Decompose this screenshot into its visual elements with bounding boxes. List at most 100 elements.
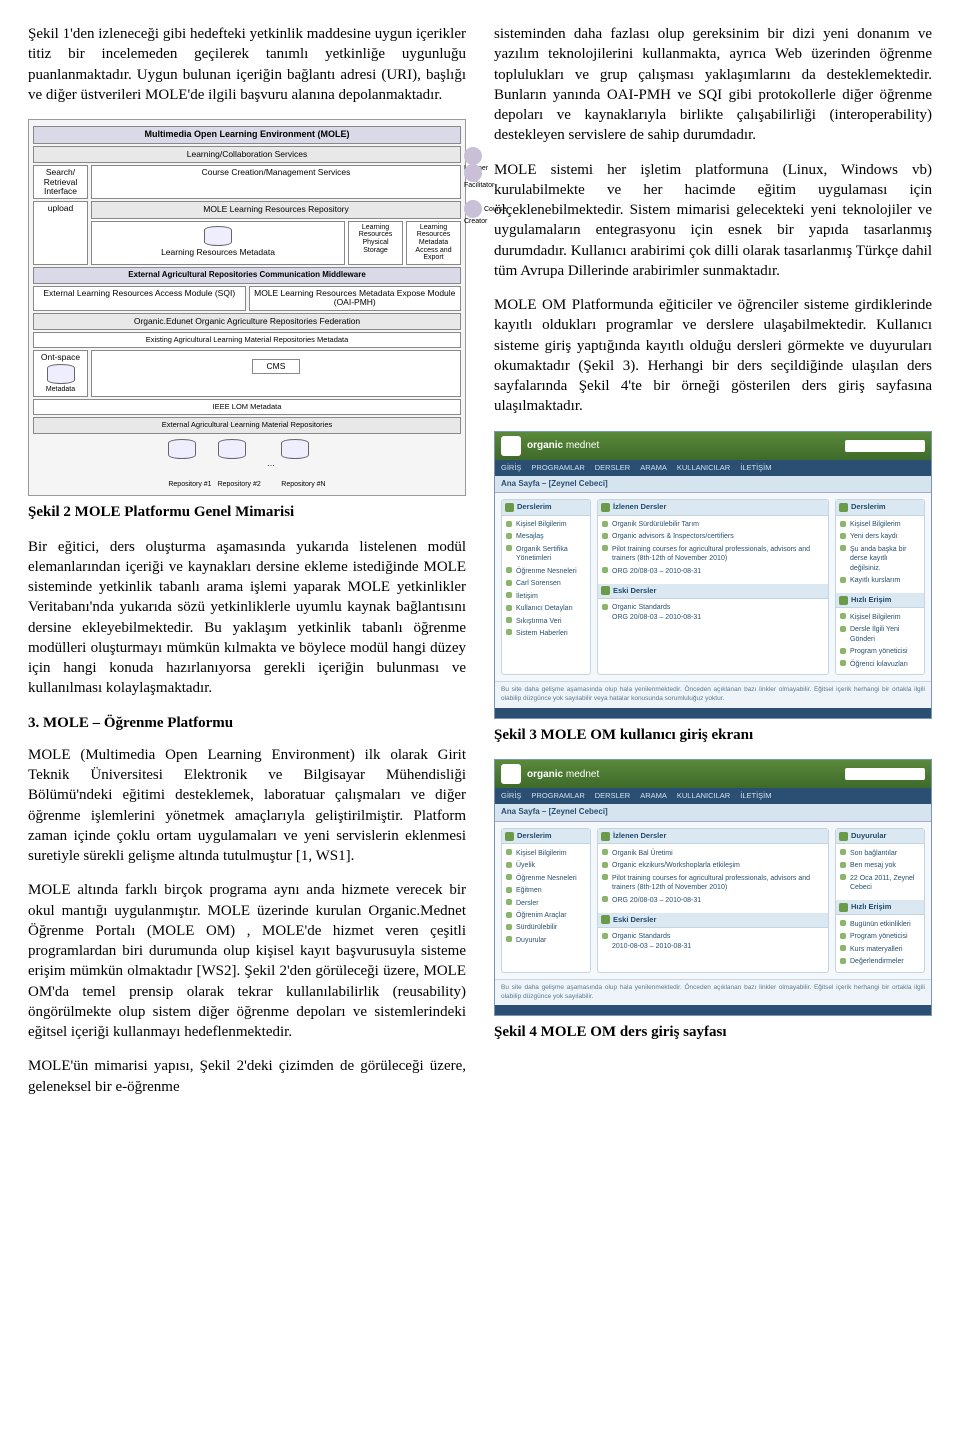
center-panel: İzlenen Dersler Organik Bal ÜretimiOrgan… xyxy=(597,828,829,973)
nav-item[interactable]: DERSLER xyxy=(595,791,630,801)
list-item[interactable]: Pilot training courses for agricultural … xyxy=(602,872,824,894)
list-item[interactable]: Son bağlantılar xyxy=(840,847,920,859)
right-sidebar-panel: Derslerim Kişisel BilgilerimYeni ders ka… xyxy=(835,499,925,675)
list-item[interactable]: 22 Oca 2011, Zeynel Cebeci xyxy=(840,872,920,894)
shot-page-title: Ana Sayfa – [Zeynel Cebeci] xyxy=(495,804,931,822)
left-sidebar-panel: Derslerim Kişisel BilgilerimMesajlaşOrga… xyxy=(501,499,591,675)
list-item[interactable]: Kayıtlı kurslarım xyxy=(840,575,920,587)
list-item[interactable]: Sıkıştırma Veri xyxy=(506,615,586,627)
list-item[interactable]: Eğitmen xyxy=(506,885,586,897)
arch-label: MOLE Learning Resources Repository xyxy=(203,204,349,214)
right-sidebar-panel: Duyurular Son bağlantılarBen mesaj yok22… xyxy=(835,828,925,973)
role-label: Facilitator xyxy=(464,182,494,189)
list-item[interactable]: Organik Bal Üretimi xyxy=(602,847,824,859)
nav-item[interactable]: KULLANICILAR xyxy=(677,463,730,473)
nav-item[interactable]: İLETİŞİM xyxy=(740,791,771,801)
list-item[interactable]: Pilot training courses for agricultural … xyxy=(602,543,824,565)
nav-item[interactable]: ARAMA xyxy=(640,463,667,473)
arch-mlrr: MOLE Learning Resources Repository Cours… xyxy=(91,201,461,218)
list-item[interactable]: Organic Standards 2010-08-03 – 2010-08-3… xyxy=(602,931,824,953)
panel-title: Derslerim xyxy=(517,831,552,841)
list-item[interactable]: Öğrenci kılavuzları xyxy=(840,658,920,670)
list-item[interactable]: ORG 20/08-03 – 2010-08-31 xyxy=(602,894,824,906)
list-item[interactable]: Değerlendirmeler xyxy=(840,956,920,968)
brand-text: organic xyxy=(527,769,563,780)
list-item[interactable]: Üyelik xyxy=(506,860,586,872)
list-item[interactable]: Şu anda başka bir derse kayıtlı değilsin… xyxy=(840,543,920,574)
list-item[interactable]: Kurs materyalleri xyxy=(840,943,920,955)
list-item[interactable]: Öğrenme Nesneleri xyxy=(506,872,586,884)
list-item[interactable]: Organic advisors & Inspectors/certifiers xyxy=(602,531,824,543)
arch-sri: Search/ Retrieval Interface xyxy=(33,165,88,199)
panel-title: Eski Dersler xyxy=(613,586,656,596)
list-item[interactable]: Sürdürülebilir xyxy=(506,922,586,934)
list-item[interactable]: Kişisel Bilgilerim xyxy=(840,611,920,623)
list-item[interactable]: Öğrenim Araçlar xyxy=(506,910,586,922)
nav-item[interactable]: İLETİŞİM xyxy=(740,463,771,473)
nav-item[interactable]: DERSLER xyxy=(595,463,630,473)
arch-repos: Repository #1 Repository #2 … Repository… xyxy=(33,436,461,492)
list-item[interactable]: Sistem Haberleri xyxy=(506,627,586,639)
list-item[interactable]: Organik Sürdürülebilir Tarım xyxy=(602,519,824,531)
nav-item[interactable]: KULLANICILAR xyxy=(677,791,730,801)
learner-icon xyxy=(464,147,482,165)
arch-ealmrm: Existing Agricultural Learning Material … xyxy=(33,332,461,348)
nav-item[interactable]: PROGRAMLAR xyxy=(531,791,584,801)
list-item[interactable]: Öğrenme Nesneleri xyxy=(506,565,586,577)
figure-4-caption: Şekil 4 MOLE OM ders giriş sayfası xyxy=(494,1022,932,1042)
nav-item[interactable]: GİRİŞ xyxy=(501,463,521,473)
shot-page-title: Ana Sayfa – [Zeynel Cebeci] xyxy=(495,476,931,494)
figure-4-screenshot: organic mednet GİRİŞPROGRAMLARDERSLERARA… xyxy=(494,759,932,1016)
nav-item[interactable]: GİRİŞ xyxy=(501,791,521,801)
shot-footer-text: Bu site daha gelişme aşamasında olup hal… xyxy=(495,681,931,708)
list-item[interactable]: Organic ekzikurs/Workshoplarla etkileşim xyxy=(602,860,824,872)
list-item[interactable]: Organic Standards ORG 20/08-03 – 2010-08… xyxy=(602,602,824,624)
list-item[interactable]: Kişisel Bilgilerim xyxy=(506,519,586,531)
list-item[interactable]: ORG 20/08-03 – 2010-08-31 xyxy=(602,565,824,577)
arch-upload: upload xyxy=(33,201,88,265)
list-item[interactable]: İletişim xyxy=(506,590,586,602)
shot-nav: GİRİŞ PROGRAMLAR DERSLER ARAMA KULLANICILAR İ… xyxy=(495,788,931,804)
list-item[interactable]: Duyurular xyxy=(506,934,586,946)
arch-ont: Ont-space Metadata xyxy=(33,350,88,397)
list-item[interactable]: Ben mesaj yok xyxy=(840,860,920,872)
panel-icon xyxy=(839,832,848,841)
list-item[interactable]: Organik Sertifika Yönetimleri xyxy=(506,543,586,565)
search-input[interactable] xyxy=(845,768,925,780)
list-item[interactable]: Dersle İlgili Yeni Gönderi xyxy=(840,624,920,646)
nav-item[interactable]: ARAMA xyxy=(640,791,667,801)
arch-label: Learning Resources Metadata xyxy=(94,248,342,257)
nav-item[interactable]: PROGRAMLAR xyxy=(531,463,584,473)
search-input[interactable] xyxy=(845,440,925,452)
paragraph: MOLE sistemi her işletim platformuna (Li… xyxy=(494,160,932,282)
arch-label: Metadata xyxy=(36,386,85,394)
panel-title: İzlenen Dersler xyxy=(613,831,666,841)
panel-icon xyxy=(839,903,848,912)
list-item[interactable]: Yeni ders kaydı xyxy=(840,531,920,543)
list-item[interactable]: Dersler xyxy=(506,897,586,909)
figure-2-diagram: Multimedia Open Learning Environment (MO… xyxy=(28,119,466,496)
list-item[interactable]: Bugünün etkinlikleri xyxy=(840,918,920,930)
repo-label: Repository #N xyxy=(281,481,325,489)
list-item[interactable]: Kişisel Bilgilerim xyxy=(506,847,586,859)
list-item[interactable]: Program yöneticisi xyxy=(840,931,920,943)
facilitator-icon xyxy=(464,164,482,182)
panel-title: Hızlı Erişim xyxy=(851,595,891,605)
figure-2-caption: Şekil 2 MOLE Platformu Genel Mimarisi xyxy=(28,502,466,522)
shot-footer-bar xyxy=(495,708,931,718)
list-item[interactable]: Kullanıcı Detayları xyxy=(506,603,586,615)
center-panel: İzlenen Dersler Organik Sürdürülebilir T… xyxy=(597,499,829,675)
arch-eacm: External Agricultural Repositories Commu… xyxy=(33,267,461,284)
arch-ieee: IEEE LOM Metadata xyxy=(33,399,461,415)
list-item[interactable]: Program yöneticisi xyxy=(840,646,920,658)
panel-icon xyxy=(601,503,610,512)
list-item[interactable]: Carl Sorensen xyxy=(506,578,586,590)
list-item[interactable]: Kişisel Bilgilerim xyxy=(840,519,920,531)
shot-brand-header: organic mednet xyxy=(495,432,931,460)
arch-label: Ont-space xyxy=(41,352,80,362)
arch-title: Multimedia Open Learning Environment (MO… xyxy=(33,126,461,144)
brand-logo-icon xyxy=(501,764,521,784)
list-item[interactable]: Mesajlaş xyxy=(506,531,586,543)
arch-label: Learning/Collaboration Services xyxy=(187,149,308,159)
shot-footer-bar xyxy=(495,1005,931,1015)
